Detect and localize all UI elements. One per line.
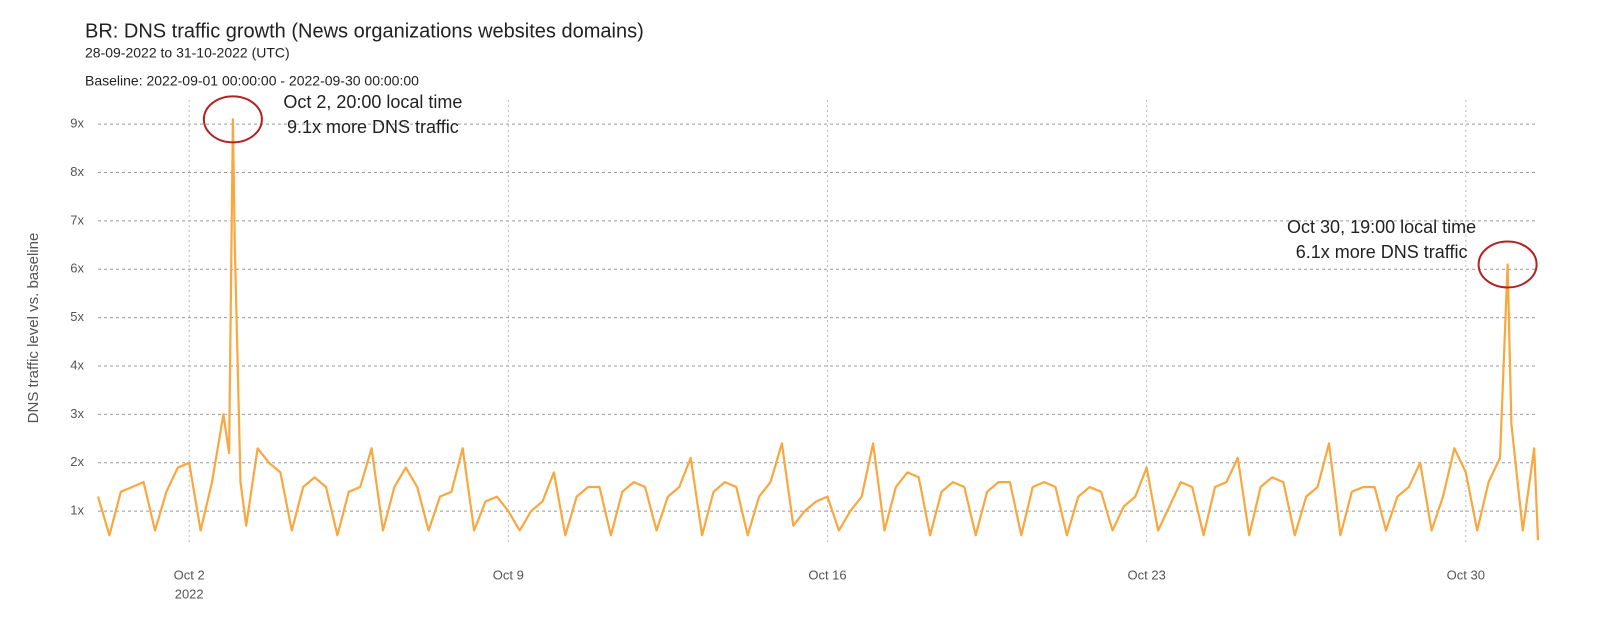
annotation-text: 9.1x more DNS traffic bbox=[287, 117, 459, 137]
chart-subtitle: 28-09-2022 to 31-10-2022 (UTC) bbox=[85, 45, 290, 61]
y-axis-label: DNS traffic level vs. baseline bbox=[25, 233, 42, 424]
line-series bbox=[96, 118, 1540, 541]
annotation-circle bbox=[1477, 240, 1538, 289]
x-tick-label: Oct 23 bbox=[1128, 567, 1166, 582]
chart-title: BR: DNS traffic growth (News organizatio… bbox=[85, 20, 644, 42]
y-tick-label: 5x bbox=[70, 309, 84, 324]
y-tick-label: 8x bbox=[70, 164, 84, 179]
y-tick-label: 9x bbox=[70, 116, 84, 131]
y-tick-label: 4x bbox=[70, 357, 84, 372]
annotation-text: Oct 30, 19:00 local time bbox=[1287, 217, 1476, 237]
y-tick-label: 7x bbox=[70, 212, 84, 227]
x-tick-label: Oct 9 bbox=[493, 567, 524, 582]
annotation-text: Oct 2, 20:00 local time bbox=[283, 92, 462, 112]
annotation-circle bbox=[202, 95, 263, 144]
x-year-label: 2022 bbox=[175, 586, 204, 601]
x-tick-label: Oct 2 bbox=[174, 567, 205, 582]
y-tick-label: 2x bbox=[70, 454, 84, 469]
x-tick-label: Oct 30 bbox=[1447, 567, 1485, 582]
annotation-text: 6.1x more DNS traffic bbox=[1296, 242, 1468, 262]
x-tick-label: Oct 16 bbox=[808, 567, 846, 582]
y-tick-label: 3x bbox=[70, 406, 84, 421]
y-tick-label: 6x bbox=[70, 261, 84, 276]
baseline-note: Baseline: 2022-09-01 00:00:00 - 2022-09-… bbox=[85, 73, 419, 89]
y-tick-label: 1x bbox=[70, 503, 84, 518]
